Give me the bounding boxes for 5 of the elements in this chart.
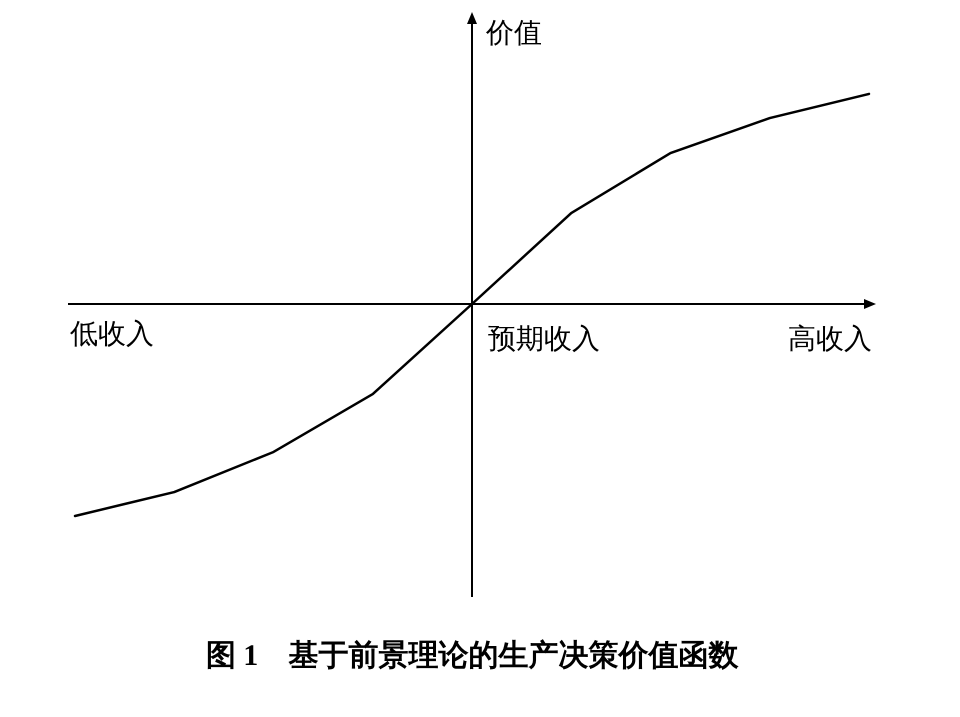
y-axis-title: 价值 xyxy=(485,18,542,49)
text: 图 1 基于前景理论的生产决策价值函数 xyxy=(206,639,740,672)
annotation: 高收入 xyxy=(788,324,872,355)
annotation: 预期收入 xyxy=(488,324,600,355)
annotation: 低收入 xyxy=(70,319,154,350)
